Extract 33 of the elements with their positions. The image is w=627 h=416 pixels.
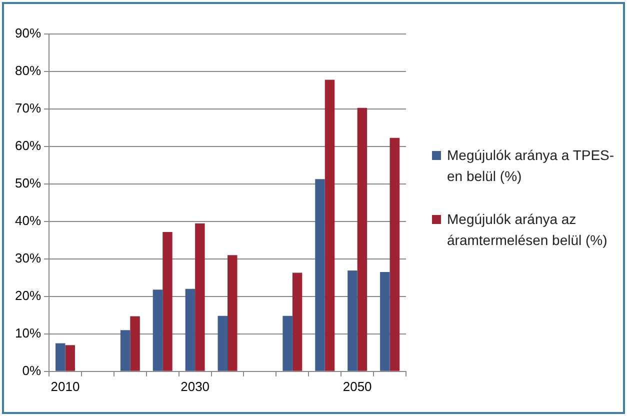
legend-label: Megújulók aránya a TPES-en belül (%): [447, 146, 616, 186]
y-tick-label: 40%: [14, 213, 42, 228]
bar: [185, 288, 196, 371]
bar: [56, 343, 66, 371]
bar: [195, 223, 205, 371]
bar: [228, 255, 238, 371]
bar: [390, 138, 400, 371]
bar: [292, 272, 302, 371]
y-tick-label: 10%: [14, 325, 42, 340]
y-tick-label: 70%: [14, 100, 42, 116]
legend-label: Megújulók aránya az áramtermelésen belül (%): [447, 210, 608, 250]
y-tick-label: 50%: [14, 176, 42, 191]
x-tick-label: 2030: [180, 378, 210, 394]
bar: [152, 290, 163, 371]
bar: [162, 232, 172, 371]
y-tick-label: 30%: [14, 250, 42, 266]
x-tick-label: 2010: [50, 378, 80, 394]
bar: [282, 316, 292, 371]
bar: [130, 316, 140, 371]
y-tick-label: 20%: [14, 288, 42, 303]
bar: [324, 80, 335, 371]
bar: [65, 345, 75, 371]
y-tick-label: 0%: [22, 362, 42, 378]
bar: [348, 270, 358, 371]
y-tick-label: 80%: [14, 63, 42, 78]
bar: [357, 108, 368, 371]
y-tick-label: 60%: [14, 138, 42, 154]
bar: [120, 330, 130, 371]
x-tick-label: 2050: [342, 378, 372, 394]
bar: [315, 179, 325, 371]
bar: [218, 316, 228, 371]
bar: [380, 272, 390, 371]
y-tick-label: 90%: [14, 26, 42, 41]
